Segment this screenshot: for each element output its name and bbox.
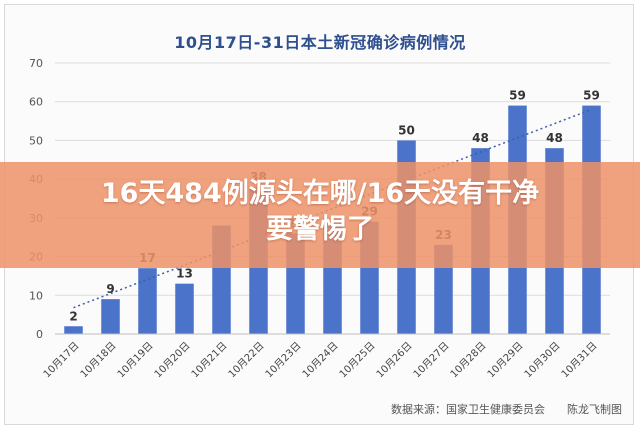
headline-line-1: 16天484例源头在哪/16天没有干净 xyxy=(100,178,540,209)
x-tick-label: 10月24日 xyxy=(300,340,341,381)
x-tick-label: 10月31日 xyxy=(559,340,600,381)
x-tick-label: 10月20日 xyxy=(152,340,193,381)
x-tick-label: 10月30日 xyxy=(522,340,563,381)
data-label: 2 xyxy=(69,309,77,323)
data-label: 48 xyxy=(546,131,563,145)
data-label: 59 xyxy=(583,89,600,103)
y-tick-label: 10 xyxy=(29,289,43,302)
data-label: 13 xyxy=(176,267,193,281)
chart-title: 10月17日-31日本土新冠确诊病例情况 xyxy=(174,33,466,52)
x-tick-label: 10月17日 xyxy=(41,340,82,381)
x-tick-label: 10月23日 xyxy=(263,340,304,381)
headline-banner xyxy=(0,162,640,268)
bar xyxy=(175,283,194,334)
x-tick-label: 10月27日 xyxy=(411,340,452,381)
y-tick-label: 50 xyxy=(29,134,43,147)
x-tick-label: 10月28日 xyxy=(448,340,489,381)
bar xyxy=(64,326,83,334)
y-tick-label: 70 xyxy=(29,57,43,70)
x-tick-label: 10月19日 xyxy=(115,340,156,381)
x-tick-label: 10月25日 xyxy=(337,340,378,381)
x-tick-label: 10月26日 xyxy=(374,340,415,381)
x-tick-label: 10月22日 xyxy=(226,340,267,381)
y-tick-label: 60 xyxy=(29,96,43,109)
data-source-note: 数据来源：国家卫生健康委员会 陈龙飞制图 xyxy=(391,403,622,416)
data-label: 50 xyxy=(398,123,415,137)
headline-line-2: 要警惕了 xyxy=(266,214,374,245)
bar xyxy=(138,268,157,334)
x-tick-label: 10月18日 xyxy=(78,340,119,381)
headline-text: 16天484例源头在哪/16天没有干净 要警惕了 xyxy=(40,176,600,248)
data-label: 59 xyxy=(509,89,526,103)
data-label: 48 xyxy=(472,131,489,145)
x-tick-label: 10月29日 xyxy=(485,340,526,381)
y-tick-label: 0 xyxy=(36,328,43,341)
data-label: 9 xyxy=(106,282,114,296)
x-tick-label: 10月21日 xyxy=(189,340,230,381)
bar xyxy=(101,299,120,334)
